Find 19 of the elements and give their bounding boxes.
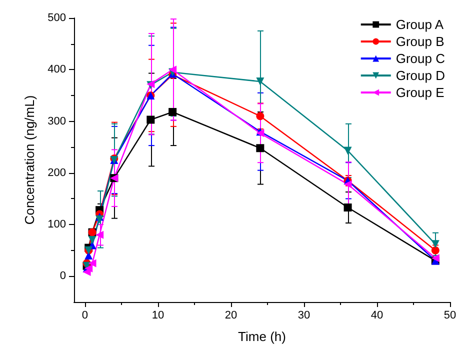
legend-label: Group B [396, 34, 444, 49]
y-axis-title: Concentration (ng/mL) [22, 95, 37, 225]
legend-label: Group A [396, 17, 444, 32]
y-tick-label: 300 [48, 115, 66, 128]
x-tick-label: 40 [370, 310, 384, 322]
y-tick-label: 100 [48, 218, 66, 231]
x-tick-label: 10 [152, 310, 164, 322]
y-tick-label: 0 [60, 270, 66, 282]
x-tick-label: 0 [82, 310, 88, 322]
legend-label: Group E [396, 85, 445, 100]
x-axis-title: Time (h) [238, 329, 286, 344]
y-tick-label: 400 [48, 64, 66, 76]
legend-label: Group D [396, 68, 446, 83]
x-tick-label: 20 [224, 310, 238, 322]
legend-label: Group C [396, 51, 446, 66]
y-tick-label: 500 [48, 12, 66, 24]
x-tick-label: 50 [444, 310, 456, 322]
y-tick-label: 200 [48, 166, 66, 179]
x-tick-label: 30 [298, 310, 310, 322]
